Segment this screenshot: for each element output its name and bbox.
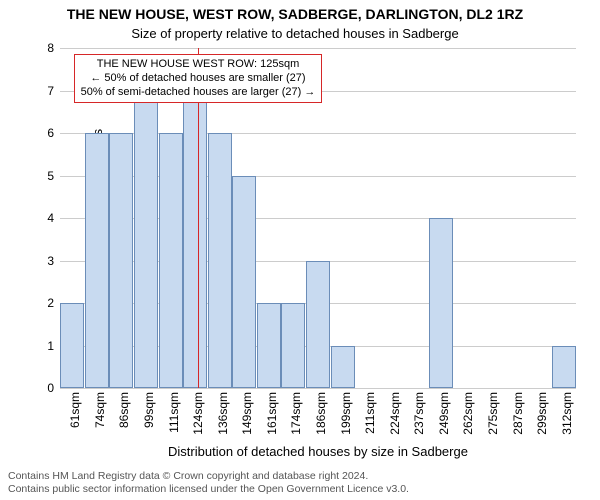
histogram-bar xyxy=(159,133,183,388)
annotation-box: THE NEW HOUSE WEST ROW: 125sqm← 50% of d… xyxy=(74,54,323,103)
footer-line-1: Contains HM Land Registry data © Crown c… xyxy=(8,470,592,483)
x-axis-label: Distribution of detached houses by size … xyxy=(60,444,576,459)
x-tick-label: 287sqm xyxy=(511,392,525,435)
x-tick-label: 299sqm xyxy=(535,392,549,435)
x-tick-label: 186sqm xyxy=(314,392,328,435)
histogram-bar xyxy=(85,133,109,388)
gridline xyxy=(60,48,576,49)
x-tick-label: 161sqm xyxy=(265,392,279,435)
annotation-line: ← 50% of detached houses are smaller (27… xyxy=(81,72,316,86)
x-tick-label: 174sqm xyxy=(289,392,303,435)
x-tick-label: 224sqm xyxy=(388,392,402,435)
page-root: THE NEW HOUSE, WEST ROW, SADBERGE, DARLI… xyxy=(0,0,600,500)
y-tick-label: 8 xyxy=(14,41,54,55)
x-tick-label: 275sqm xyxy=(486,392,500,435)
histogram-bar xyxy=(331,346,355,389)
x-tick-label: 61sqm xyxy=(68,392,82,428)
x-tick-label: 199sqm xyxy=(339,392,353,435)
gridline xyxy=(60,388,576,389)
histogram-bar xyxy=(552,346,576,389)
histogram-bar xyxy=(134,91,158,389)
histogram-bar xyxy=(429,218,453,388)
histogram-bar xyxy=(257,303,281,388)
chart-subtitle: Size of property relative to detached ho… xyxy=(0,26,590,41)
x-tick-label: 86sqm xyxy=(117,392,131,428)
histogram-bar xyxy=(109,133,133,388)
histogram-bar xyxy=(60,303,84,388)
x-tick-label: 99sqm xyxy=(142,392,156,428)
annotation-line: THE NEW HOUSE WEST ROW: 125sqm xyxy=(81,58,316,72)
x-tick-label: 262sqm xyxy=(461,392,475,435)
x-tick-label: 237sqm xyxy=(412,392,426,435)
x-tick-label: 211sqm xyxy=(363,392,377,434)
plot-area: THE NEW HOUSE WEST ROW: 125sqm← 50% of d… xyxy=(60,48,576,388)
x-tick-label: 312sqm xyxy=(560,392,574,435)
footer-line-2: Contains public sector information licen… xyxy=(8,483,592,496)
x-tick-label: 149sqm xyxy=(240,392,254,435)
histogram-bar xyxy=(208,133,232,388)
x-tick-label: 124sqm xyxy=(191,392,205,435)
x-tick-label: 74sqm xyxy=(93,392,107,428)
y-tick-label: 1 xyxy=(14,339,54,353)
y-tick-label: 2 xyxy=(14,296,54,310)
histogram-bar xyxy=(281,303,305,388)
x-tick-label: 111sqm xyxy=(167,392,181,433)
y-tick-label: 7 xyxy=(14,84,54,98)
histogram-bar xyxy=(232,176,256,389)
annotation-line: 50% of semi-detached houses are larger (… xyxy=(81,86,316,100)
chart-title: THE NEW HOUSE, WEST ROW, SADBERGE, DARLI… xyxy=(0,6,590,22)
x-tick-label: 136sqm xyxy=(216,392,230,435)
y-tick-label: 3 xyxy=(14,254,54,268)
histogram-bar xyxy=(183,91,207,389)
x-tick-label: 249sqm xyxy=(437,392,451,435)
y-tick-label: 5 xyxy=(14,169,54,183)
footer-attribution: Contains HM Land Registry data © Crown c… xyxy=(8,470,592,496)
y-tick-label: 0 xyxy=(14,381,54,395)
histogram-bar xyxy=(306,261,330,389)
y-tick-label: 4 xyxy=(14,211,54,225)
y-tick-label: 6 xyxy=(14,126,54,140)
